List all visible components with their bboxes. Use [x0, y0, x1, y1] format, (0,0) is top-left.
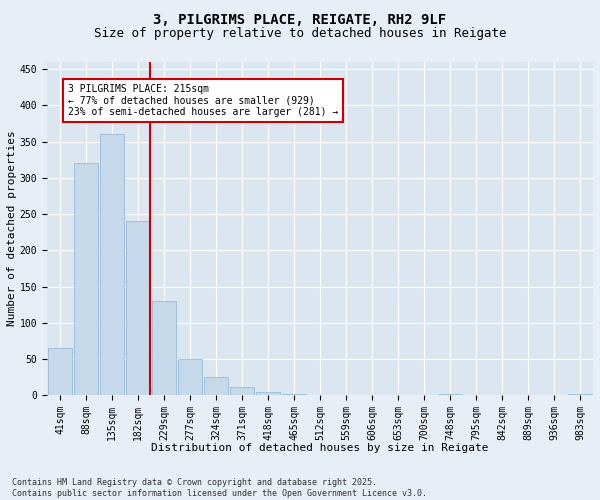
- Bar: [439, 394, 462, 396]
- Y-axis label: Number of detached properties: Number of detached properties: [7, 130, 17, 326]
- Text: 3 PILGRIMS PLACE: 215sqm
← 77% of detached houses are smaller (929)
23% of semi-: 3 PILGRIMS PLACE: 215sqm ← 77% of detach…: [68, 84, 338, 117]
- Bar: [152, 301, 176, 396]
- Bar: [205, 377, 228, 396]
- Bar: [74, 164, 98, 396]
- Bar: [256, 392, 280, 396]
- Bar: [100, 134, 124, 396]
- Bar: [127, 222, 150, 396]
- Text: Size of property relative to detached houses in Reigate: Size of property relative to detached ho…: [94, 28, 506, 40]
- Text: 3, PILGRIMS PLACE, REIGATE, RH2 9LF: 3, PILGRIMS PLACE, REIGATE, RH2 9LF: [154, 12, 446, 26]
- Bar: [230, 386, 254, 396]
- Bar: [49, 348, 72, 396]
- Text: Contains HM Land Registry data © Crown copyright and database right 2025.
Contai: Contains HM Land Registry data © Crown c…: [12, 478, 427, 498]
- Bar: [178, 359, 202, 396]
- Bar: [308, 394, 332, 396]
- X-axis label: Distribution of detached houses by size in Reigate: Distribution of detached houses by size …: [151, 443, 489, 453]
- Bar: [568, 394, 592, 396]
- Bar: [283, 394, 306, 396]
